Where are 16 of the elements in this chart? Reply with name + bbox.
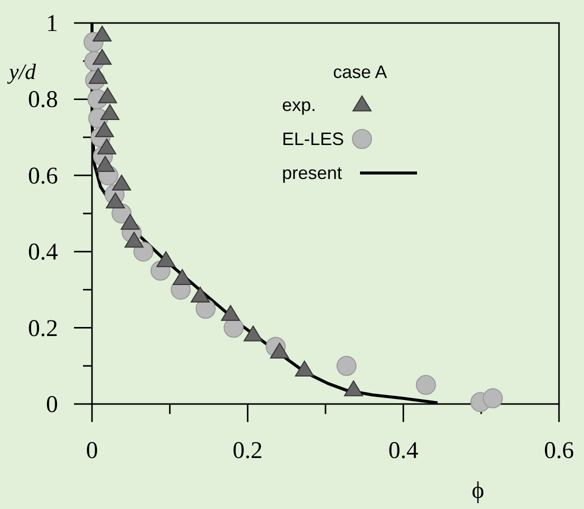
- y-tick-label: 0.6: [28, 163, 58, 190]
- legend-title: case A: [332, 62, 388, 82]
- x-tick-label: 0.2: [232, 438, 263, 464]
- y-tick-label: 0: [46, 392, 58, 418]
- x-tick-label: 0.4: [388, 438, 418, 464]
- y-tick-label: 0.2: [28, 316, 58, 342]
- x-axis-title: ϕ: [472, 478, 484, 504]
- legend-label: EL-LES: [282, 129, 344, 149]
- x-tick-label: 0.6: [544, 438, 574, 464]
- legend-label: exp.: [282, 95, 316, 115]
- x-tick-label: 0: [86, 438, 98, 464]
- y-tick-label: 1: [46, 11, 58, 37]
- y-axis-title: y/d: [7, 59, 37, 84]
- y-tick-label: 0.8: [28, 87, 58, 114]
- legend-label: present: [282, 163, 342, 183]
- y-tick-label: 0.4: [28, 240, 58, 266]
